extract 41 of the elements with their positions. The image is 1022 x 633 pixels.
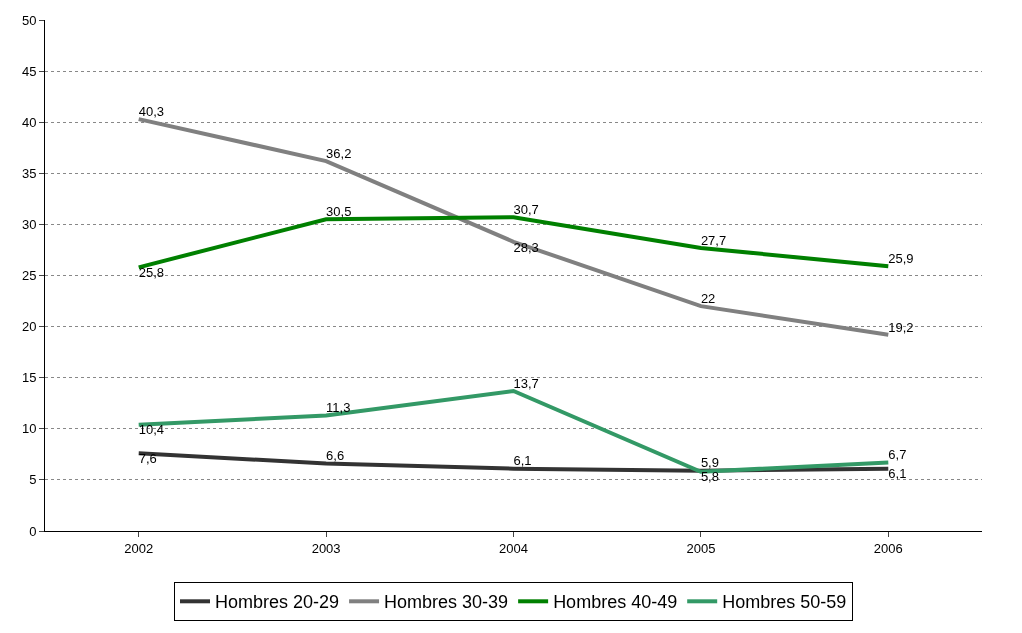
y-tick-label: 30: [21, 216, 37, 232]
data-label: 30,7: [513, 202, 539, 217]
data-label: 6,6: [326, 448, 345, 464]
y-tick-label: 25: [21, 268, 37, 284]
legend-label: Hombres 30-39: [384, 592, 509, 613]
y-tick-label: 10: [21, 421, 37, 437]
data-label: 5,9: [700, 455, 719, 471]
data-label: 10,4: [138, 422, 165, 438]
y-tick-label: 15: [21, 370, 37, 386]
data-label: 22: [700, 290, 716, 306]
x-tick-label: 2005: [686, 540, 716, 556]
x-tick-label: 2002: [124, 540, 154, 556]
data-label: 5,8: [700, 469, 719, 485]
legend-label: Hombres 20-29: [215, 592, 340, 613]
data-label: 11,3: [326, 400, 351, 416]
data-label: 25,9: [888, 251, 914, 267]
data-label: 40,3: [138, 103, 165, 119]
data-label: 36,2: [326, 145, 352, 161]
data-label: 27,7: [700, 232, 727, 248]
data-label: 28,3: [513, 239, 539, 255]
y-tick-label: 45: [21, 63, 37, 79]
y-tick-label: 5: [29, 472, 37, 488]
y-tick-label: 20: [21, 319, 37, 335]
data-label: 30,5: [326, 204, 352, 220]
data-label: 6,7: [888, 447, 907, 463]
x-tick-label: 2006: [873, 540, 903, 556]
legend-label: Hombres 40-49: [553, 592, 678, 613]
y-tick-label: 35: [21, 165, 37, 181]
y-tick-label: 0: [29, 523, 37, 539]
line-series: [136, 388, 891, 474]
data-label: 7,6: [138, 451, 157, 467]
y-tick-label: 50: [21, 12, 37, 28]
data-label: 13,7: [513, 375, 539, 391]
data-label: 25,8: [138, 265, 165, 281]
legend-label: Hombres 50-59: [722, 592, 847, 613]
data-label: 6,1: [513, 453, 532, 469]
data-label: 6,1: [888, 466, 907, 482]
data-label: 19,2: [888, 319, 914, 335]
y-tick-label: 40: [21, 114, 37, 130]
x-tick-label: 2003: [311, 540, 341, 556]
x-tick-label: 2004: [499, 540, 528, 556]
